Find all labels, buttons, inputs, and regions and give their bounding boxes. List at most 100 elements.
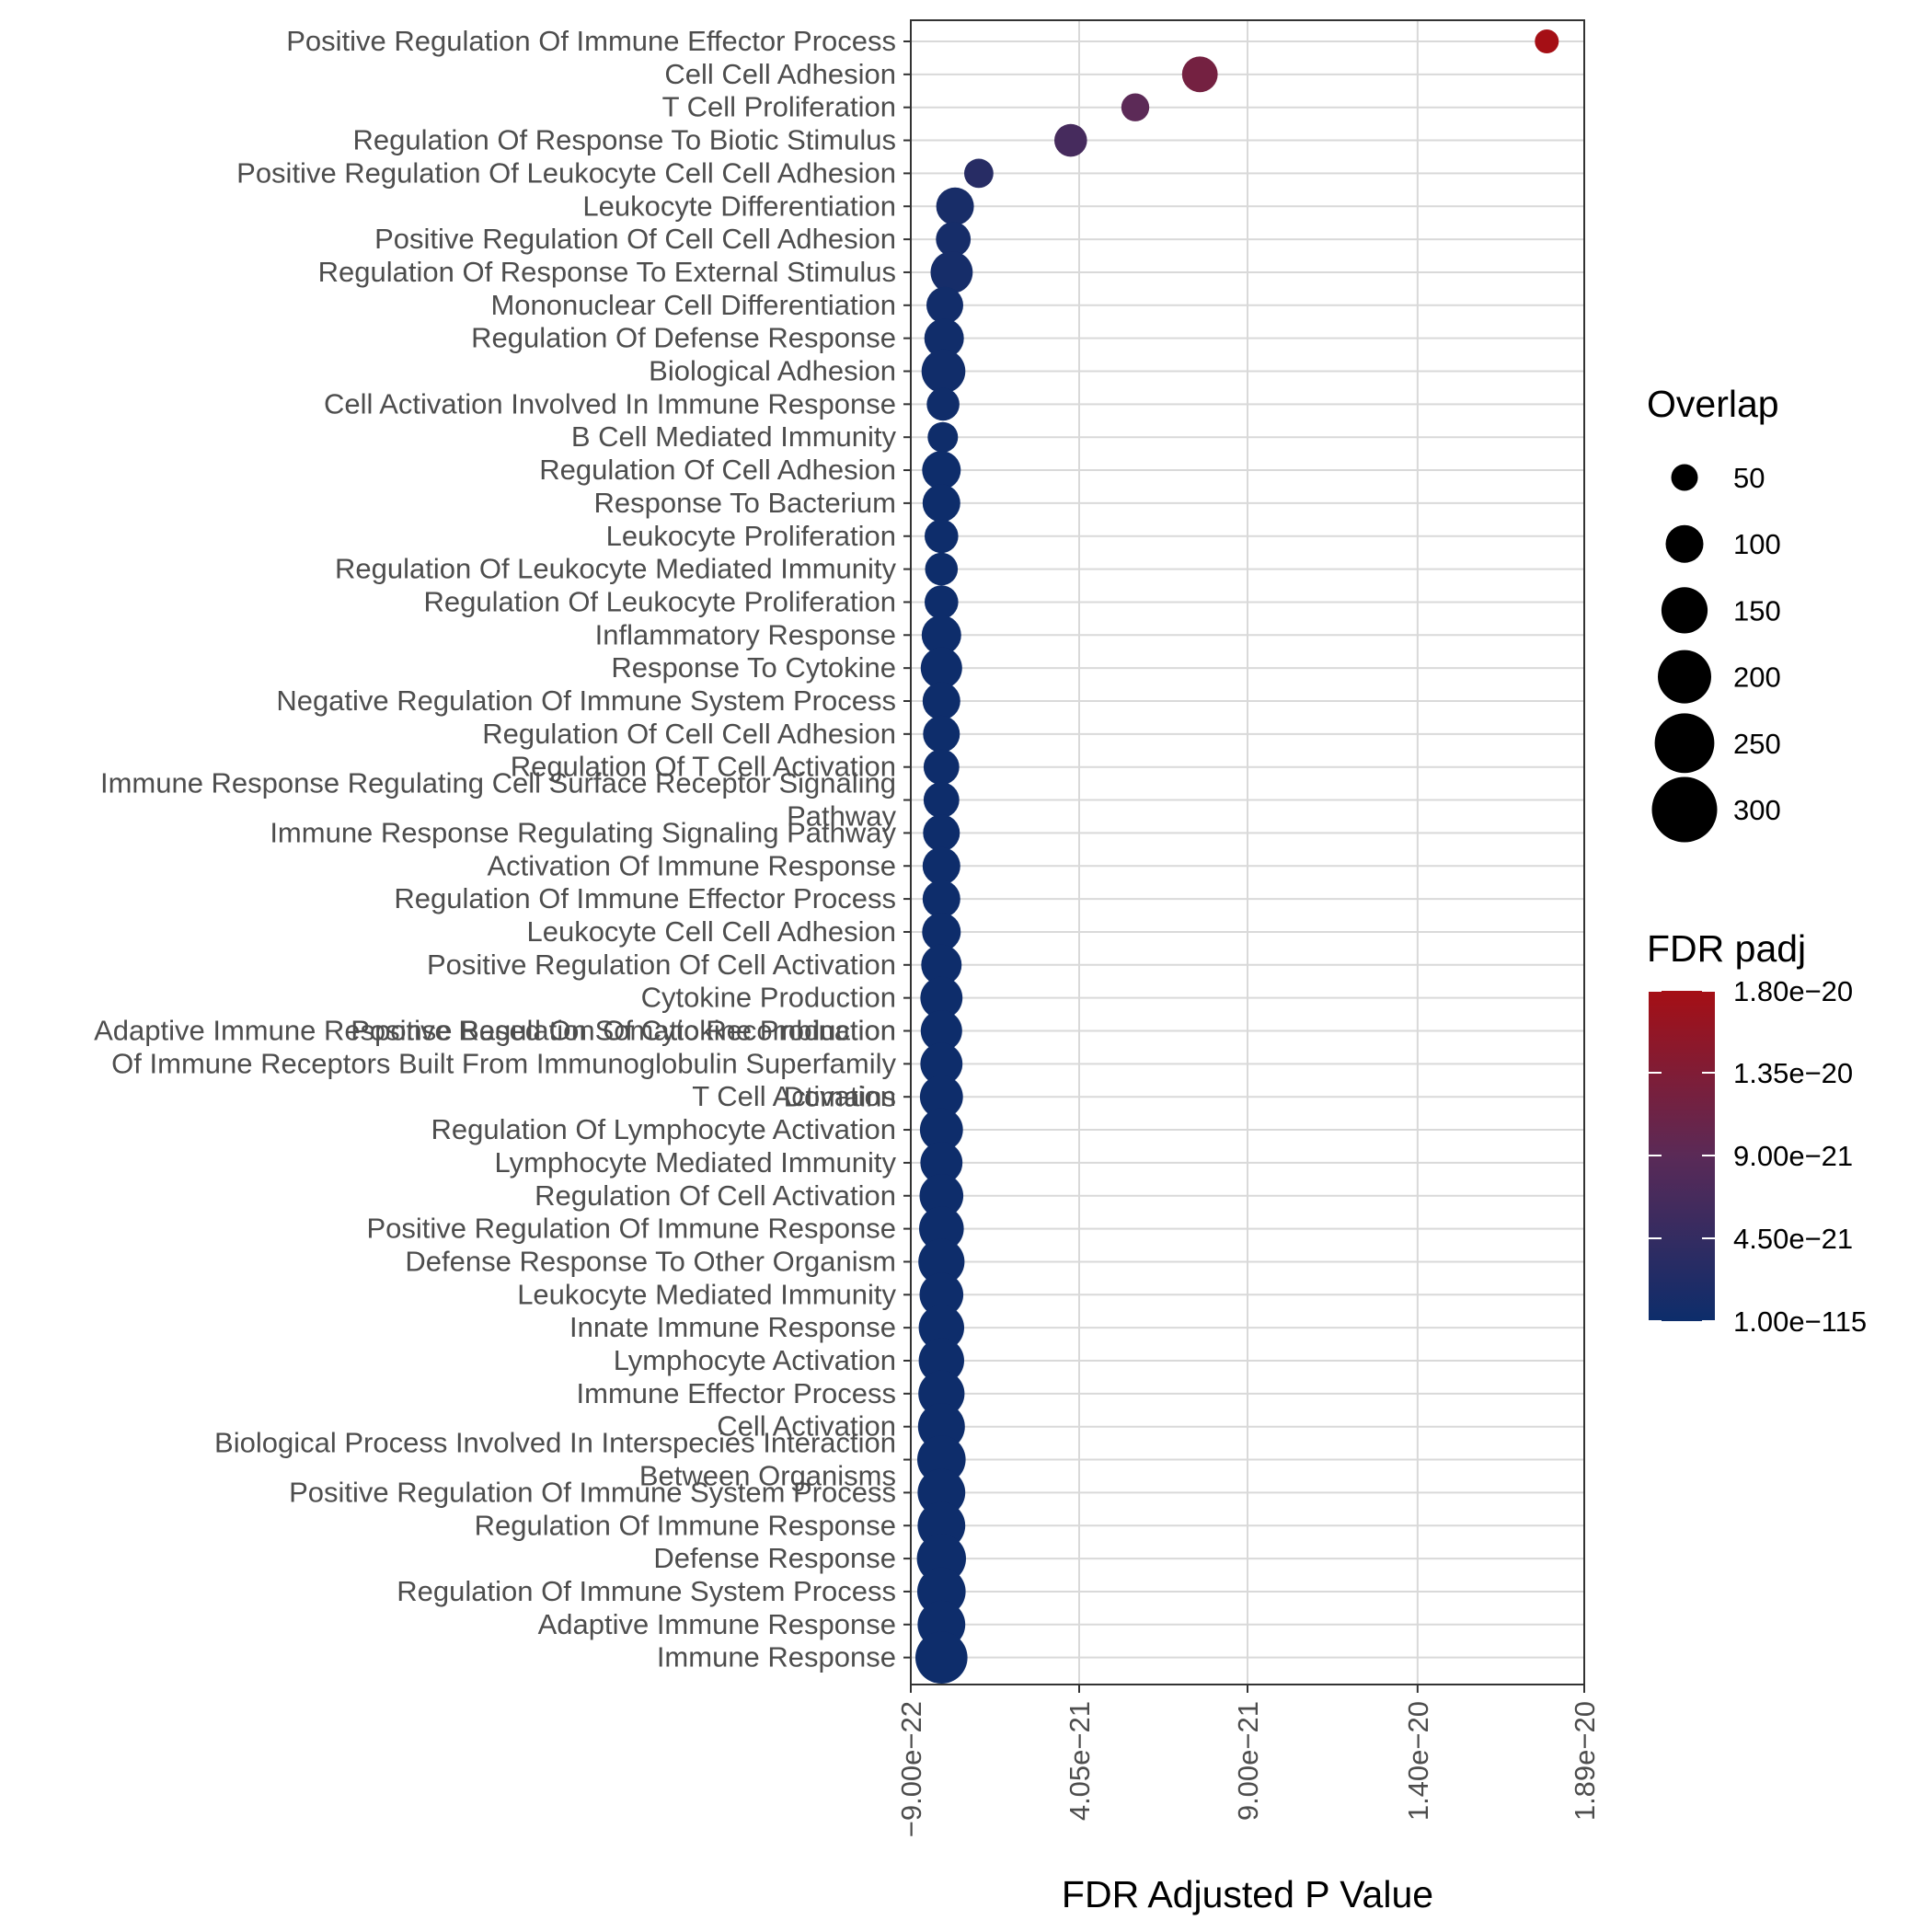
size-legend-label: 100 [1733,528,1781,560]
data-point [920,976,963,1019]
category-label: Positive Regulation Of Immune Response [366,1213,896,1245]
data-point [1535,29,1559,53]
category-label: Defense Response [653,1542,896,1574]
category-label: T Cell Proliferation [662,91,896,123]
data-point [1181,56,1218,93]
category-label: Positive Regulation Of Leukocyte Cell Ce… [236,156,896,189]
category-label: Regulation Of Defense Response [471,322,896,354]
data-point [919,1108,963,1152]
category-label: Leukocyte Differentiation [582,190,896,222]
category-label: Immune Response [657,1641,896,1673]
category-label: Response To Bacterium [593,487,896,519]
data-point [936,222,972,257]
data-point [926,387,960,421]
category-label: Response To Cytokine [611,651,896,684]
x-tick-label: 1.89e−20 [1569,1701,1601,1821]
color-legend-label: 1.35e−20 [1733,1057,1853,1089]
size-legend-dot [1665,524,1704,563]
category-label: Positive Regulation Of Cytokine Producti… [351,1015,896,1047]
category-label: Regulation Of Response To Biotic Stimulu… [353,124,896,156]
category-label: Regulation Of Immune Effector Process [394,882,896,914]
category-label: Lymphocyte Activation [614,1344,896,1376]
data-point [930,251,973,293]
x-tick-label: 4.05e−21 [1064,1701,1096,1821]
data-point [919,1075,963,1119]
category-label: Positive Regulation Of Cell Activation [427,949,896,981]
category-label: Adaptive Immune Response Based On Somati… [94,1014,896,1112]
data-point [919,1206,964,1251]
category-label: Inflammatory Response [595,618,896,650]
data-point [920,1142,963,1184]
data-point [918,1238,965,1285]
color-legend-label: 9.00e−21 [1733,1140,1853,1172]
x-axis: −9.00e−22 4.05e−21 9.00e−21 1.40e−20 1.89e−2… [895,1685,1601,1837]
data-point [936,187,974,225]
x-tick-label: 1.40e−20 [1402,1701,1434,1821]
data-point [921,349,966,394]
category-label: Immune Response Regulating Cell Surface … [100,767,897,833]
data-point [918,1370,965,1417]
category-label: Regulation Of Leukocyte Proliferation [423,585,896,617]
category-label: Regulation Of Leukocyte Mediated Immunit… [335,553,896,585]
x-axis-title: FDR Adjusted P Value [1062,1873,1433,1915]
size-legend-label: 50 [1733,462,1765,494]
category-label: Regulation Of T Cell Activation [511,751,896,783]
data-point [915,1631,968,1684]
data-point [917,1567,966,1616]
category-label: Cell Activation Involved In Immune Respo… [324,387,896,420]
data-point [925,585,959,619]
category-label: Leukocyte Proliferation [606,520,896,552]
data-point [922,846,960,885]
category-label: Mononuclear Cell Differentiation [490,289,896,321]
category-label: Regulation Of Lymphocyte Activation [431,1113,896,1145]
data-point [918,1338,964,1384]
data-point [921,944,962,985]
category-labels: Positive Regulation Of Immune Effector P… [94,25,911,1673]
data-point [922,451,961,490]
color-legend-label: 4.50e−21 [1733,1223,1853,1255]
category-label: Adaptive Immune Response [538,1608,896,1640]
size-legend-label: 200 [1733,661,1781,694]
category-label: Defense Response To Other Organism [405,1245,896,1277]
x-tick-label: 9.00e−21 [1232,1701,1264,1821]
category-label: Leukocyte Mediated Immunity [517,1278,896,1310]
category-label: Innate Immune Response [569,1311,896,1343]
category-label: T Cell Activation [692,1080,896,1112]
data-point [923,715,960,753]
data-point [925,552,959,586]
data-point [917,1468,966,1517]
data-point [923,749,960,786]
overlap-size-legend: Overlap 50 100 150 200 250 300 [1647,383,1781,843]
data-point [920,1010,962,1052]
data-point [917,1403,965,1451]
fdr-color-legend: FDR padj 1.80e−20 1.35e−20 9.00e−21 4.50e−2… [1647,927,1867,1338]
category-label: Immune Response Regulating Signaling Pat… [270,816,896,848]
color-legend-label: 1.00e−115 [1733,1305,1867,1338]
size-legend-label: 150 [1733,594,1781,627]
category-label: Positive Regulation Of Immune System Pro… [289,1476,896,1508]
category-label: Negative Regulation Of Immune System Pro… [276,684,896,717]
data-point [924,318,964,359]
category-label: Regulation Of Cell Adhesion [539,454,896,486]
category-label: Positive Regulation Of Cell Cell Adhesio… [374,223,896,255]
category-label: Leukocyte Cell Cell Adhesion [526,915,896,948]
size-legend-label: 300 [1733,794,1781,826]
category-label: B Cell Mediated Immunity [571,420,897,453]
data-points [915,29,1559,1684]
data-point [919,1272,964,1317]
data-point [918,1305,964,1351]
data-point [925,519,959,554]
category-label: Biological Process Involved In Interspec… [214,1427,896,1492]
data-point [922,682,960,720]
category-label: Regulation Of Cell Activation [535,1179,896,1212]
category-label: Immune Effector Process [577,1377,896,1409]
x-tick-label: −9.00e−22 [895,1701,927,1837]
size-legend-dot [1671,464,1698,491]
data-point [1054,123,1087,157]
data-point [921,615,961,655]
size-legend-label: 250 [1733,728,1781,760]
data-point [920,1042,963,1086]
data-point [922,913,961,951]
